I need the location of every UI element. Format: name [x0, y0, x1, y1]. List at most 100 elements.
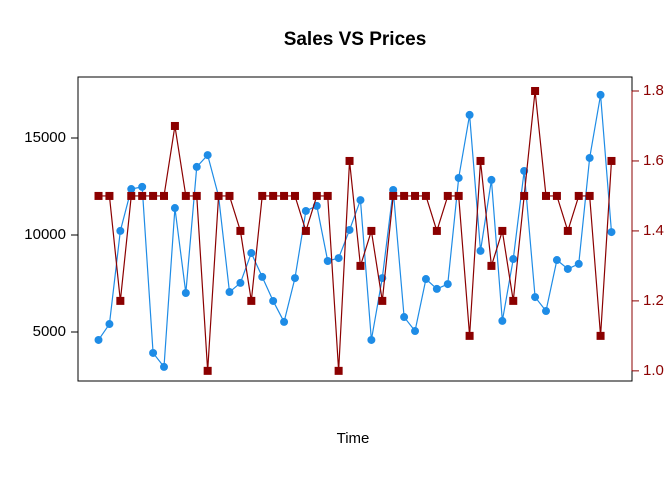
point	[94, 191, 103, 200]
point	[411, 191, 420, 200]
point	[214, 191, 223, 200]
point	[356, 196, 365, 205]
point	[367, 226, 376, 235]
point	[552, 256, 561, 265]
plot-frame	[77, 76, 633, 382]
point	[345, 156, 354, 165]
series-line	[98, 94, 613, 369]
point	[247, 249, 256, 258]
chart-title: Sales VS Prices	[284, 29, 427, 50]
point	[105, 320, 114, 329]
point	[192, 162, 201, 171]
point	[323, 256, 332, 265]
point	[236, 278, 245, 287]
point	[160, 191, 169, 200]
x-axis-label: Time	[337, 430, 370, 447]
point	[269, 191, 278, 200]
point	[574, 259, 583, 268]
point	[378, 296, 387, 305]
point	[203, 366, 212, 375]
point	[432, 226, 441, 235]
point	[432, 284, 441, 293]
point	[487, 261, 496, 270]
point	[541, 307, 550, 316]
point	[465, 331, 474, 340]
point	[280, 317, 289, 326]
point	[116, 296, 125, 305]
point	[596, 331, 605, 340]
point	[541, 191, 550, 200]
point	[290, 274, 299, 283]
point	[323, 191, 332, 200]
y-tick-label: 15000	[24, 129, 66, 146]
point	[301, 226, 310, 235]
point	[138, 191, 147, 200]
point	[181, 191, 190, 200]
point	[585, 191, 594, 200]
y-tick-label: 10000	[24, 226, 66, 243]
point	[454, 191, 463, 200]
point	[334, 366, 343, 375]
y2-tick-label: 1.2	[643, 292, 664, 309]
point	[596, 90, 605, 99]
point	[138, 182, 147, 191]
point	[421, 275, 430, 284]
point	[345, 225, 354, 234]
point	[400, 191, 409, 200]
point	[443, 191, 452, 200]
point	[181, 289, 190, 298]
point	[258, 272, 267, 281]
point	[367, 335, 376, 344]
point	[454, 173, 463, 182]
point	[312, 191, 321, 200]
point	[563, 264, 572, 273]
point	[127, 191, 136, 200]
point	[149, 191, 158, 200]
y2-tick-label: 1.0	[643, 362, 664, 379]
point	[356, 261, 365, 270]
point	[225, 288, 234, 297]
y2-tick-label: 1.4	[643, 222, 664, 239]
point	[290, 191, 299, 200]
point	[127, 185, 136, 194]
point	[531, 293, 540, 302]
point	[247, 296, 256, 305]
y-tick-label: 5000	[33, 323, 66, 340]
point	[225, 191, 234, 200]
point	[443, 280, 452, 289]
point	[476, 246, 485, 255]
point	[563, 226, 572, 235]
point	[574, 191, 583, 200]
point	[170, 121, 179, 130]
point	[411, 327, 420, 336]
point	[280, 191, 289, 200]
point	[94, 335, 103, 344]
point	[400, 313, 409, 322]
y2-tick-label: 1.8	[643, 82, 664, 99]
point	[149, 348, 158, 357]
point	[498, 226, 507, 235]
point	[389, 191, 398, 200]
point	[170, 204, 179, 213]
point	[465, 110, 474, 119]
point	[585, 153, 594, 162]
y2-tick-label: 1.6	[643, 152, 664, 169]
point	[258, 191, 267, 200]
point	[269, 296, 278, 305]
point	[116, 226, 125, 235]
point	[203, 151, 212, 160]
point	[531, 86, 540, 95]
point	[334, 254, 343, 263]
point	[509, 255, 518, 264]
point	[192, 191, 201, 200]
point	[607, 156, 616, 165]
point	[105, 191, 114, 200]
point	[160, 362, 169, 371]
point	[421, 191, 430, 200]
point	[520, 191, 529, 200]
point	[476, 156, 485, 165]
point	[236, 226, 245, 235]
point	[552, 191, 561, 200]
point	[301, 206, 310, 215]
